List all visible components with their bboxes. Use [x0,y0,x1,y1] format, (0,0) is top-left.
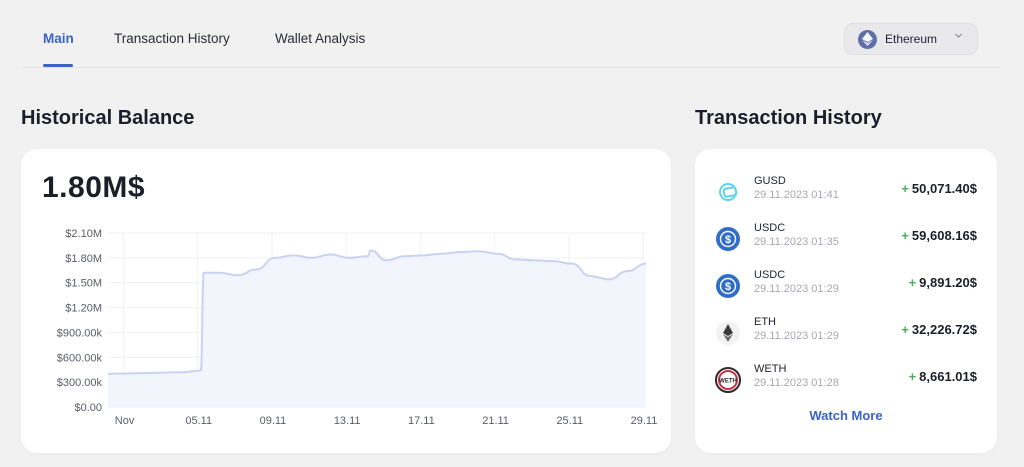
y-tick-label: $1.50M [65,278,102,290]
transaction-history-card: Watch More GUSD 29.11.2023 01:41 +50,071.4… [695,149,997,453]
svg-text:WETH: WETH [719,379,737,385]
transaction-amount: +9,891.20$ [909,275,977,290]
x-tick-label: 29.11 [631,415,658,427]
network-select-value: Ethereum [885,32,938,46]
transaction-amount: +59,608.16$ [901,228,977,243]
weth-icon: WETH [715,367,741,393]
transaction-row[interactable]: $ USDC 29.11.2023 01:35 +59,608.16$ [695,219,997,266]
current-balance: 1.80M$ [42,171,146,204]
y-tick-label: $1.20M [65,303,102,315]
transaction-history-title: Transaction History [695,107,882,129]
positive-sign: + [901,228,909,243]
positive-sign: + [908,275,917,290]
historical-balance-title: Historical Balance [21,107,195,129]
transaction-token: WETH [754,363,787,375]
transaction-amount-value: 50,071.40$ [911,181,977,196]
x-tick-label: 25.11 [556,415,583,427]
positive-sign: + [901,322,909,337]
transaction-amount: +8,661.01$ [909,369,977,384]
transaction-amount-value: 8,661.01$ [919,369,977,384]
transaction-row[interactable]: WETH WETH 29.11.2023 01:28 +8,661.01$ [695,360,997,407]
transaction-time: 29.11.2023 01:29 [754,330,839,342]
x-tick-label: Nov [115,415,135,427]
transaction-amount-value: 59,608.16$ [911,228,977,243]
transaction-token: USDC [754,269,786,281]
svg-text:$: $ [725,281,731,293]
tab-transaction-history[interactable]: Transaction History [114,31,230,46]
positive-sign: + [901,181,909,196]
transaction-amount-value: 9,891.20$ [919,275,977,290]
x-tick-label: 05.11 [185,415,212,427]
transaction-time: 29.11.2023 01:35 [754,236,839,248]
transaction-time: 29.11.2023 01:41 [754,189,839,201]
transaction-amount-value: 32,226.72$ [911,322,977,337]
transaction-token: GUSD [754,175,786,187]
tab-main[interactable]: Main [43,31,74,46]
ethereum-icon [858,29,877,49]
transaction-time: 29.11.2023 01:28 [754,377,839,389]
gusd-icon [715,179,741,205]
y-tick-label: $0.00 [74,402,102,414]
positive-sign: + [908,369,917,384]
svg-text:$: $ [725,234,731,246]
y-tick-label: $1.80M [65,253,102,265]
transaction-row[interactable]: ETH 29.11.2023 01:29 +32,226.72$ [695,313,997,360]
y-tick-label: $600.00k [57,352,103,364]
active-tab-indicator [43,64,73,67]
watch-more-link[interactable]: Watch More [809,408,883,423]
balance-series-line [107,249,647,375]
balance-area-chart: $0.00 $300.00k $600.00k $900.00k $1.20M $1.50… [57,228,658,427]
top-navigation: Main Transaction History Wallet Analysis [22,0,1000,68]
transaction-token: ETH [754,316,776,328]
transaction-time: 29.11.2023 01:29 [754,283,839,295]
y-tick-label: $900.00k [57,327,103,339]
x-tick-label: 09.11 [260,415,287,427]
x-tick-label: 17.11 [408,415,435,427]
y-tick-label: $300.00k [57,377,103,389]
usdc-icon: $ [715,273,741,299]
transaction-token: USDC [754,222,786,234]
tab-wallet-analysis[interactable]: Wallet Analysis [275,31,366,46]
x-tick-label: 13.11 [334,415,361,427]
transaction-row[interactable]: GUSD 29.11.2023 01:41 +50,071.40$ [695,172,997,219]
y-tick-label: $2.10M [65,228,102,240]
network-select[interactable]: Ethereum [844,23,978,55]
balance-area-fill [108,250,646,407]
transaction-amount: +50,071.40$ [901,181,977,196]
transaction-amount: +32,226.72$ [901,322,977,337]
x-tick-label: 21.11 [482,415,509,427]
chevron-down-icon [954,31,963,43]
balance-chart-card: 1.80M$ $0.00 $300.00k $600.00k $900.00k $1.2… [21,149,671,453]
transaction-row[interactable]: $ USDC 29.11.2023 01:29 +9,891.20$ [695,266,997,313]
usdc-icon: $ [715,226,741,252]
ethereum-icon [715,320,741,346]
